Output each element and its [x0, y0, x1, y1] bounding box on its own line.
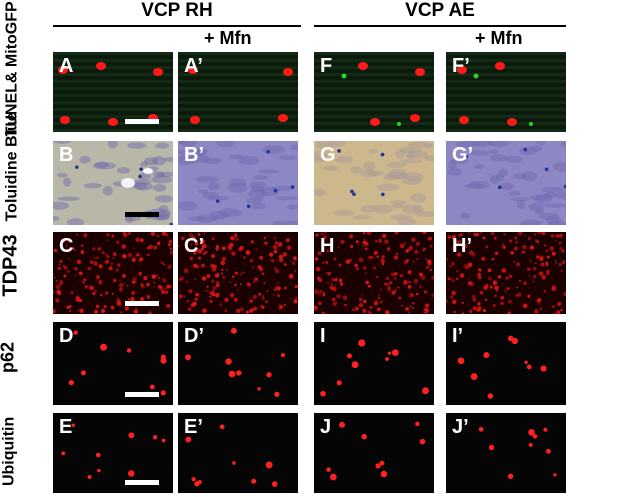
panel-letter: J	[320, 416, 332, 438]
row-label-p62: p62	[0, 341, 18, 373]
micrograph-panel-ubiquitin: J	[314, 413, 434, 493]
panel-letter: J’	[452, 416, 469, 438]
micrograph-panel-tunel: A’	[178, 52, 298, 132]
scale-bar	[125, 301, 159, 306]
micrograph-image	[446, 413, 566, 493]
panel-letter: G’	[452, 144, 474, 166]
micrograph-image	[446, 232, 566, 314]
row-label-tdp43: TDP43	[0, 234, 22, 297]
micrograph-panel-ubiquitin: E’	[178, 413, 298, 493]
micrograph-image	[314, 413, 434, 493]
group-title-vcp-ae: VCP AE	[405, 0, 475, 21]
micrograph-image	[178, 52, 298, 132]
panel-letter: B’	[184, 144, 204, 166]
micrograph-image	[314, 322, 434, 405]
group-title-vcp-rh: VCP RH	[141, 0, 213, 21]
micrograph-panel-tunel: F	[314, 52, 434, 132]
row-label-toluidine-blue: Toluidine Blue	[3, 112, 21, 222]
micrograph-image	[178, 232, 298, 314]
panel-letter: E’	[184, 416, 203, 438]
micrograph-panel-toluidine: B	[53, 141, 173, 225]
micrograph-panel-tunel: A	[53, 52, 173, 132]
panel-letter: F’	[452, 55, 470, 77]
micrograph-image	[53, 232, 173, 314]
micrograph-image	[446, 52, 566, 132]
panel-letter: G	[320, 144, 336, 166]
micrograph-panel-tdp43: H’	[446, 232, 566, 314]
micrograph-image	[446, 322, 566, 405]
panel-letter: I’	[452, 325, 464, 347]
micrograph-panel-toluidine: B’	[178, 141, 298, 225]
micrograph-image	[314, 52, 434, 132]
micrograph-image	[53, 322, 173, 405]
row-label-ubiquitin: Ubiquitin	[0, 416, 18, 487]
column-label-rh-mfn: + Mfn	[204, 28, 252, 48]
panel-letter: H’	[452, 235, 472, 257]
panel-letter: D’	[184, 325, 204, 347]
panel-letter: I	[320, 325, 326, 347]
micrograph-image	[178, 413, 298, 493]
scale-bar	[125, 392, 159, 397]
panel-letter: C’	[184, 235, 204, 257]
panel-letter: A’	[184, 55, 203, 77]
micrograph-panel-tdp43: C	[53, 232, 173, 314]
micrograph-panel-p62: D	[53, 322, 173, 405]
column-label-ae-mfn: + Mfn	[475, 28, 523, 48]
panel-letter: C	[59, 235, 74, 257]
micrograph-panel-toluidine: G	[314, 141, 434, 225]
group-divider-vcp-rh	[53, 25, 301, 27]
micrograph-panel-p62: I’	[446, 322, 566, 405]
micrograph-panel-p62: I	[314, 322, 434, 405]
panel-letter: E	[59, 416, 73, 438]
panel-letter: A	[59, 55, 74, 77]
micrograph-panel-tunel: F’	[446, 52, 566, 132]
micrograph-image	[53, 413, 173, 493]
scale-bar	[125, 119, 159, 124]
micrograph-image	[53, 141, 173, 225]
micrograph-panel-ubiquitin: J’	[446, 413, 566, 493]
micrograph-image	[178, 141, 298, 225]
micrograph-panel-tdp43: C’	[178, 232, 298, 314]
micrograph-panel-toluidine: G’	[446, 141, 566, 225]
panel-letter: B	[59, 144, 74, 166]
micrograph-panel-tdp43: H	[314, 232, 434, 314]
scale-bar	[125, 480, 159, 485]
micrograph-image	[53, 52, 173, 132]
micrograph-image	[178, 322, 298, 405]
group-divider-vcp-ae	[314, 25, 566, 27]
micrograph-image	[446, 141, 566, 225]
panel-letter: F	[320, 55, 333, 77]
micrograph-panel-ubiquitin: E	[53, 413, 173, 493]
scale-bar	[125, 212, 159, 217]
micrograph-image	[314, 232, 434, 314]
micrograph-panel-p62: D’	[178, 322, 298, 405]
panel-letter: D	[59, 325, 74, 347]
panel-letter: H	[320, 235, 335, 257]
micrograph-image	[314, 141, 434, 225]
